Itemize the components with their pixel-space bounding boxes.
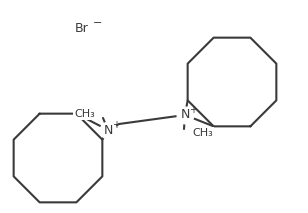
Text: +: +	[112, 120, 120, 130]
Text: Br: Br	[75, 22, 89, 35]
Text: N: N	[103, 124, 113, 137]
Text: CH₃: CH₃	[74, 109, 95, 119]
Text: N: N	[180, 108, 190, 121]
Text: +: +	[189, 105, 197, 115]
Text: −: −	[93, 18, 102, 28]
Text: CH₃: CH₃	[192, 128, 213, 138]
